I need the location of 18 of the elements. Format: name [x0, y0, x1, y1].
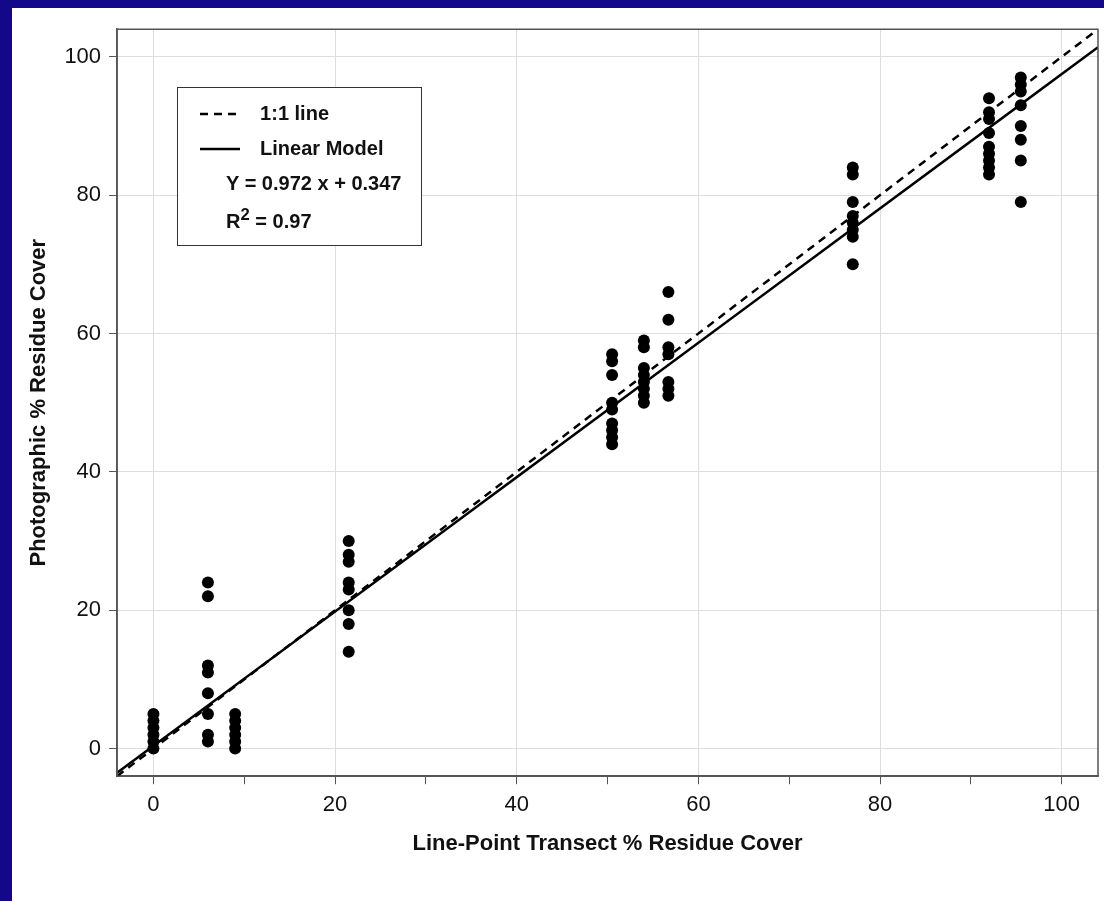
annotation: R$^{2}$ = 0.97: [226, 205, 313, 233]
annotation: Y = 0.972 x + 0.347: [226, 172, 402, 196]
y-tick-label: 80: [76, 181, 102, 207]
x-tick-label: 40: [504, 791, 529, 817]
x-tick-label: 80: [867, 791, 893, 817]
x-tick-label: 0: [147, 791, 160, 817]
y-tick-label: 100: [64, 42, 102, 68]
y-tick-label: 0: [88, 734, 102, 760]
legend-label: Linear Model: [260, 137, 384, 161]
y-tick-label: 20: [76, 596, 102, 622]
y-axis-title: Photographic % Residue Cover: [25, 238, 51, 567]
x-tick-label: 20: [322, 791, 348, 817]
legend-label: 1:1 line: [260, 102, 330, 126]
x-axis-title: Line-Point Transect % Residue Cover: [412, 829, 803, 855]
x-tick-label: 100: [1043, 791, 1081, 817]
y-tick-label: 60: [76, 319, 102, 345]
x-tick-label: 60: [686, 791, 711, 817]
y-tick-label: 40: [76, 457, 102, 483]
